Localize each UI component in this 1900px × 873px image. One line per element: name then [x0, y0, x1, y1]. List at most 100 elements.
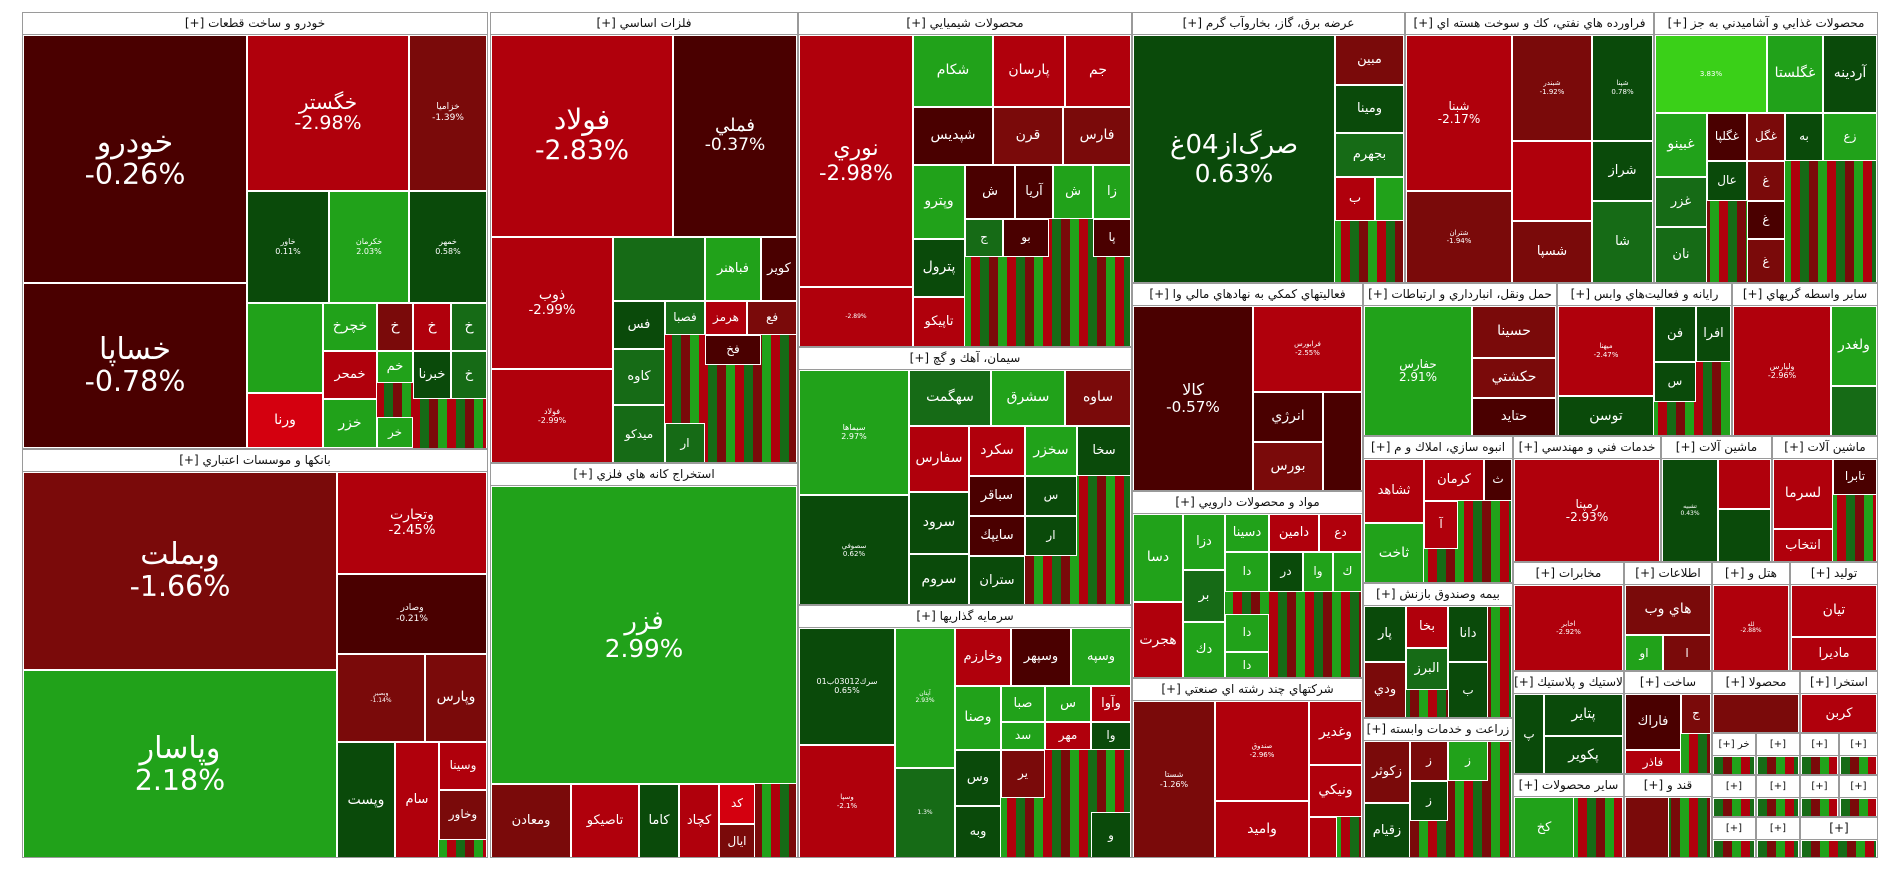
stock-tile[interactable]: خودرو -0.26% [23, 35, 247, 283]
sector-header[interactable]: [+] [1757, 818, 1799, 840]
stock-tile[interactable]: فملي -0.37% [673, 35, 797, 237]
stock-tile[interactable]: ولپارس -2.96% [1733, 306, 1831, 435]
stock-tile[interactable]: ثشاهد [1364, 459, 1424, 523]
stock-tile[interactable]: دع [1319, 514, 1362, 552]
stock-tile[interactable]: سشرق [991, 370, 1065, 426]
stock-tile[interactable]: خمهر 0.58% [409, 191, 487, 303]
stock-tile[interactable]: س [1045, 686, 1091, 722]
stock-tile[interactable] [1713, 694, 1799, 732]
stock-tile[interactable]: ايال [719, 824, 755, 857]
sector-header[interactable]: محصولات غذايي و آشاميدني به جز [+] [1655, 13, 1877, 35]
stock-tile[interactable]: نوري -2.98% [799, 35, 913, 287]
stock-tile[interactable]: پ [1514, 694, 1544, 773]
stock-tile[interactable]: تشبيه 0.43% [1662, 459, 1718, 561]
stock-tile[interactable]: پار [1364, 606, 1406, 662]
stock-tile[interactable] [1512, 141, 1592, 221]
stock-tile[interactable]: وپترو [913, 165, 965, 239]
stock-tile[interactable]: شا [1592, 201, 1653, 282]
stock-tile[interactable]: انتخاب [1773, 529, 1833, 561]
stock-tile[interactable]: غ [1747, 161, 1785, 201]
stock-tile[interactable]: شپنا 0.78% [1592, 35, 1653, 141]
sector-header[interactable]: قند و [+] [1625, 775, 1711, 797]
stock-tile[interactable]: وبه [955, 806, 1001, 857]
stock-tile[interactable]: سام [395, 742, 439, 857]
stock-tile[interactable]: دا [1225, 652, 1269, 677]
stock-tile[interactable]: وسينا [439, 742, 487, 790]
stock-tile[interactable]: كخ [1514, 797, 1574, 857]
stock-tile[interactable] [1375, 177, 1404, 221]
stock-tile[interactable]: ثاخت [1364, 523, 1424, 582]
stock-tile[interactable]: هاي وب [1625, 585, 1711, 635]
stock-tile[interactable]: خگستر -2.98% [247, 35, 409, 191]
stock-tile[interactable]: غزر [1655, 177, 1707, 227]
stock-tile[interactable]: بو [1003, 219, 1049, 257]
stock-tile[interactable]: به [1785, 113, 1823, 161]
sector-header[interactable]: لاستيك و پلاستيك [+] [1514, 672, 1623, 694]
stock-tile[interactable]: پتاير [1544, 694, 1623, 736]
stock-tile[interactable]: لسرما [1773, 459, 1833, 529]
stock-tile[interactable]: انرژي [1253, 392, 1323, 442]
stock-tile[interactable]: قرن [993, 107, 1063, 165]
stock-tile[interactable]: ساوه [1065, 370, 1131, 426]
stock-tile[interactable]: خبرنا [413, 351, 451, 399]
stock-tile[interactable]: شكام [913, 35, 993, 107]
stock-tile[interactable]: فاذر [1625, 750, 1681, 773]
stock-tile[interactable]: غگل [1747, 113, 1785, 161]
stock-tile[interactable]: غگلپا [1707, 113, 1747, 161]
stock-tile[interactable]: وپارس [425, 654, 487, 742]
stock-tile[interactable] [1309, 817, 1337, 857]
stock-tile[interactable]: ومعادن [491, 784, 571, 857]
sector-header[interactable]: خدمات فني و مهندسي [+] [1514, 437, 1660, 459]
stock-tile[interactable]: جم [1065, 35, 1131, 107]
stock-tile[interactable]: آريا [1015, 165, 1053, 219]
sector-header[interactable]: [+] [1801, 734, 1838, 756]
stock-tile[interactable] [1718, 459, 1771, 509]
stock-tile[interactable]: غگلستا [1767, 35, 1823, 113]
stock-tile[interactable]: وخاور [439, 790, 487, 840]
sector-header[interactable]: ساخت [+] [1625, 672, 1711, 694]
stock-tile[interactable]: آ [1424, 501, 1458, 549]
stock-tile[interactable]: ك [1333, 552, 1362, 592]
stock-tile[interactable]: آپتان 2.93% [895, 628, 955, 768]
stock-tile[interactable]: ولغدر [1831, 306, 1877, 386]
stock-tile[interactable]: ستران [969, 556, 1025, 604]
sector-header[interactable]: مخابرات [+] [1514, 563, 1623, 585]
stock-tile[interactable]: تاپيكو [913, 297, 965, 346]
sector-header[interactable]: انبوه سازي، املاك و م [+] [1364, 437, 1512, 459]
stock-tile[interactable]: زا [1093, 165, 1131, 219]
stock-tile[interactable]: وصنا [955, 686, 1001, 750]
stock-tile[interactable]: ز [1410, 741, 1448, 781]
stock-tile[interactable]: وسپا -2.1% [799, 745, 895, 857]
stock-tile[interactable]: دسا [1133, 514, 1183, 602]
stock-tile[interactable]: دسينا [1225, 514, 1269, 552]
sector-header[interactable]: ساير واسطه گريهاي [+] [1733, 284, 1877, 306]
sector-header[interactable]: حمل ونقل، انبارداري و ارتباطات [+] [1364, 284, 1556, 306]
stock-tile[interactable]: عال [1707, 161, 1747, 201]
stock-tile[interactable] [247, 303, 323, 393]
stock-tile[interactable]: سفارس [909, 426, 969, 492]
stock-tile[interactable]: دا [1225, 614, 1269, 652]
stock-tile[interactable]: ومينا [1335, 85, 1404, 133]
sector-header[interactable]: استخراج كانه هاي فلزي [+] [491, 464, 797, 486]
stock-tile[interactable]: حفارس 2.91% [1364, 306, 1472, 435]
stock-tile[interactable]: ز [1410, 781, 1448, 821]
stock-tile[interactable]: خزر [323, 399, 377, 448]
stock-tile[interactable] [1718, 509, 1771, 561]
stock-tile[interactable]: شراز [1592, 141, 1653, 201]
sector-header[interactable]: ماشين آلات [+] [1662, 437, 1771, 459]
stock-tile[interactable]: فارس [1063, 107, 1131, 165]
stock-tile[interactable]: وپاسار 2.18% [23, 670, 337, 857]
stock-tile[interactable]: بورس [1253, 442, 1323, 490]
stock-tile[interactable]: خساپا -0.78% [23, 283, 247, 448]
stock-tile[interactable]: غ [1747, 201, 1785, 239]
stock-tile[interactable]: كد [719, 784, 755, 824]
stock-tile[interactable]: وامید [1215, 801, 1309, 857]
stock-tile[interactable]: خ [377, 303, 413, 351]
stock-tile[interactable]: سرود [909, 492, 969, 554]
sector-header[interactable]: فلزات اساسي [+] [491, 13, 797, 35]
stock-tile[interactable]: زع [1823, 113, 1877, 161]
stock-tile[interactable]: مهر [1045, 722, 1091, 750]
stock-tile[interactable]: 3.83% [1655, 35, 1767, 113]
stock-tile[interactable]: زكوثر [1364, 741, 1410, 803]
stock-tile[interactable]: خ [413, 303, 451, 351]
